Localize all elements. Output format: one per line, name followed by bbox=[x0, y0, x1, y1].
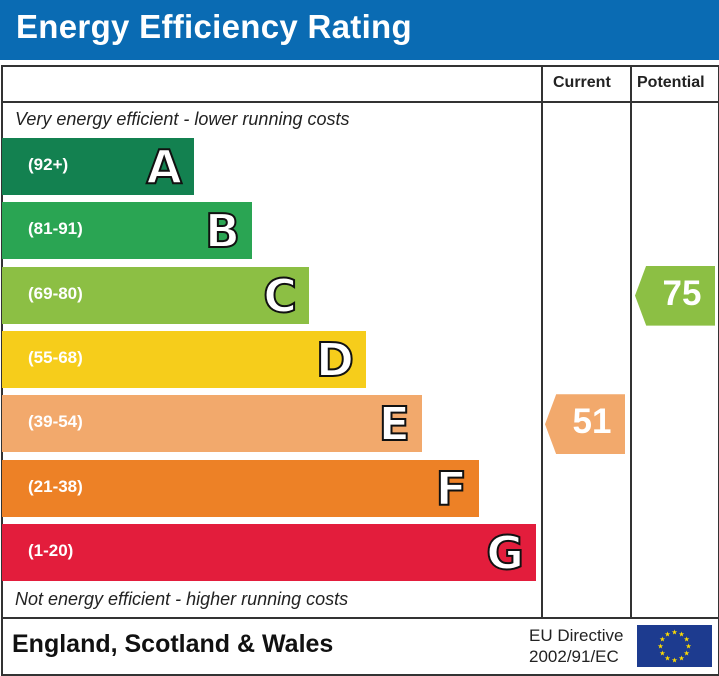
header-bar bbox=[0, 0, 719, 60]
band-b: (81-91) B bbox=[2, 202, 252, 260]
band-f: (21-38) F bbox=[2, 459, 479, 517]
band-a: (92+) A bbox=[2, 138, 194, 195]
band-range: (55-68) bbox=[28, 347, 83, 367]
potential-rating-value: 75 bbox=[662, 273, 702, 313]
band-letter: C bbox=[262, 268, 298, 324]
star-icon: ★ bbox=[678, 630, 684, 638]
band-letter: A bbox=[145, 139, 183, 195]
star-icon: ★ bbox=[671, 629, 677, 637]
band-letter: F bbox=[435, 461, 468, 517]
star-icon: ★ bbox=[659, 650, 665, 658]
band-d: (55-68) D bbox=[2, 330, 366, 388]
directive-number: 2002/91/EC bbox=[529, 647, 619, 666]
band-letter: G bbox=[485, 525, 525, 581]
country-label: England, Scotland & Wales bbox=[12, 630, 334, 658]
band-letter: D bbox=[315, 332, 355, 388]
divider bbox=[630, 65, 632, 618]
column-header-potential: Potential bbox=[637, 74, 705, 91]
band-range: (39-54) bbox=[28, 412, 83, 432]
star-icon: ★ bbox=[683, 650, 689, 658]
divider bbox=[541, 65, 543, 618]
star-icon: ★ bbox=[685, 643, 691, 651]
band-range: (81-91) bbox=[28, 219, 83, 239]
band-c: (69-80) C bbox=[2, 266, 309, 324]
star-icon: ★ bbox=[659, 636, 665, 644]
potential-rating-arrow: 75 bbox=[635, 265, 715, 326]
chart-title: Energy Efficiency Rating bbox=[16, 8, 412, 45]
band-letter: B bbox=[204, 203, 241, 259]
star-icon: ★ bbox=[664, 655, 670, 663]
band-range: (92+) bbox=[28, 155, 69, 174]
band-range: (21-38) bbox=[28, 476, 83, 496]
band-range: (1-20) bbox=[28, 540, 74, 560]
divider bbox=[1, 101, 718, 103]
current-rating-value: 51 bbox=[572, 402, 612, 442]
band-range: (69-80) bbox=[28, 283, 83, 303]
star-icon: ★ bbox=[657, 643, 663, 651]
band-e: (39-54) E bbox=[2, 395, 422, 453]
directive-label: EU Directive bbox=[529, 626, 624, 645]
top-note: Very energy efficient - lower running co… bbox=[15, 109, 350, 129]
star-icon: ★ bbox=[678, 655, 684, 663]
star-icon: ★ bbox=[671, 657, 677, 665]
column-header-current: Current bbox=[553, 74, 611, 91]
band-letter: E bbox=[378, 396, 411, 452]
divider bbox=[1, 617, 718, 619]
bottom-note: Not energy efficient - higher running co… bbox=[15, 589, 349, 609]
star-icon: ★ bbox=[664, 630, 670, 638]
current-rating-arrow: 51 bbox=[545, 394, 625, 455]
star-icon: ★ bbox=[683, 636, 689, 644]
band-g: (1-20) G bbox=[2, 523, 536, 581]
eu-flag-icon: ★ ★★★★★★★★★★★ bbox=[637, 625, 712, 667]
